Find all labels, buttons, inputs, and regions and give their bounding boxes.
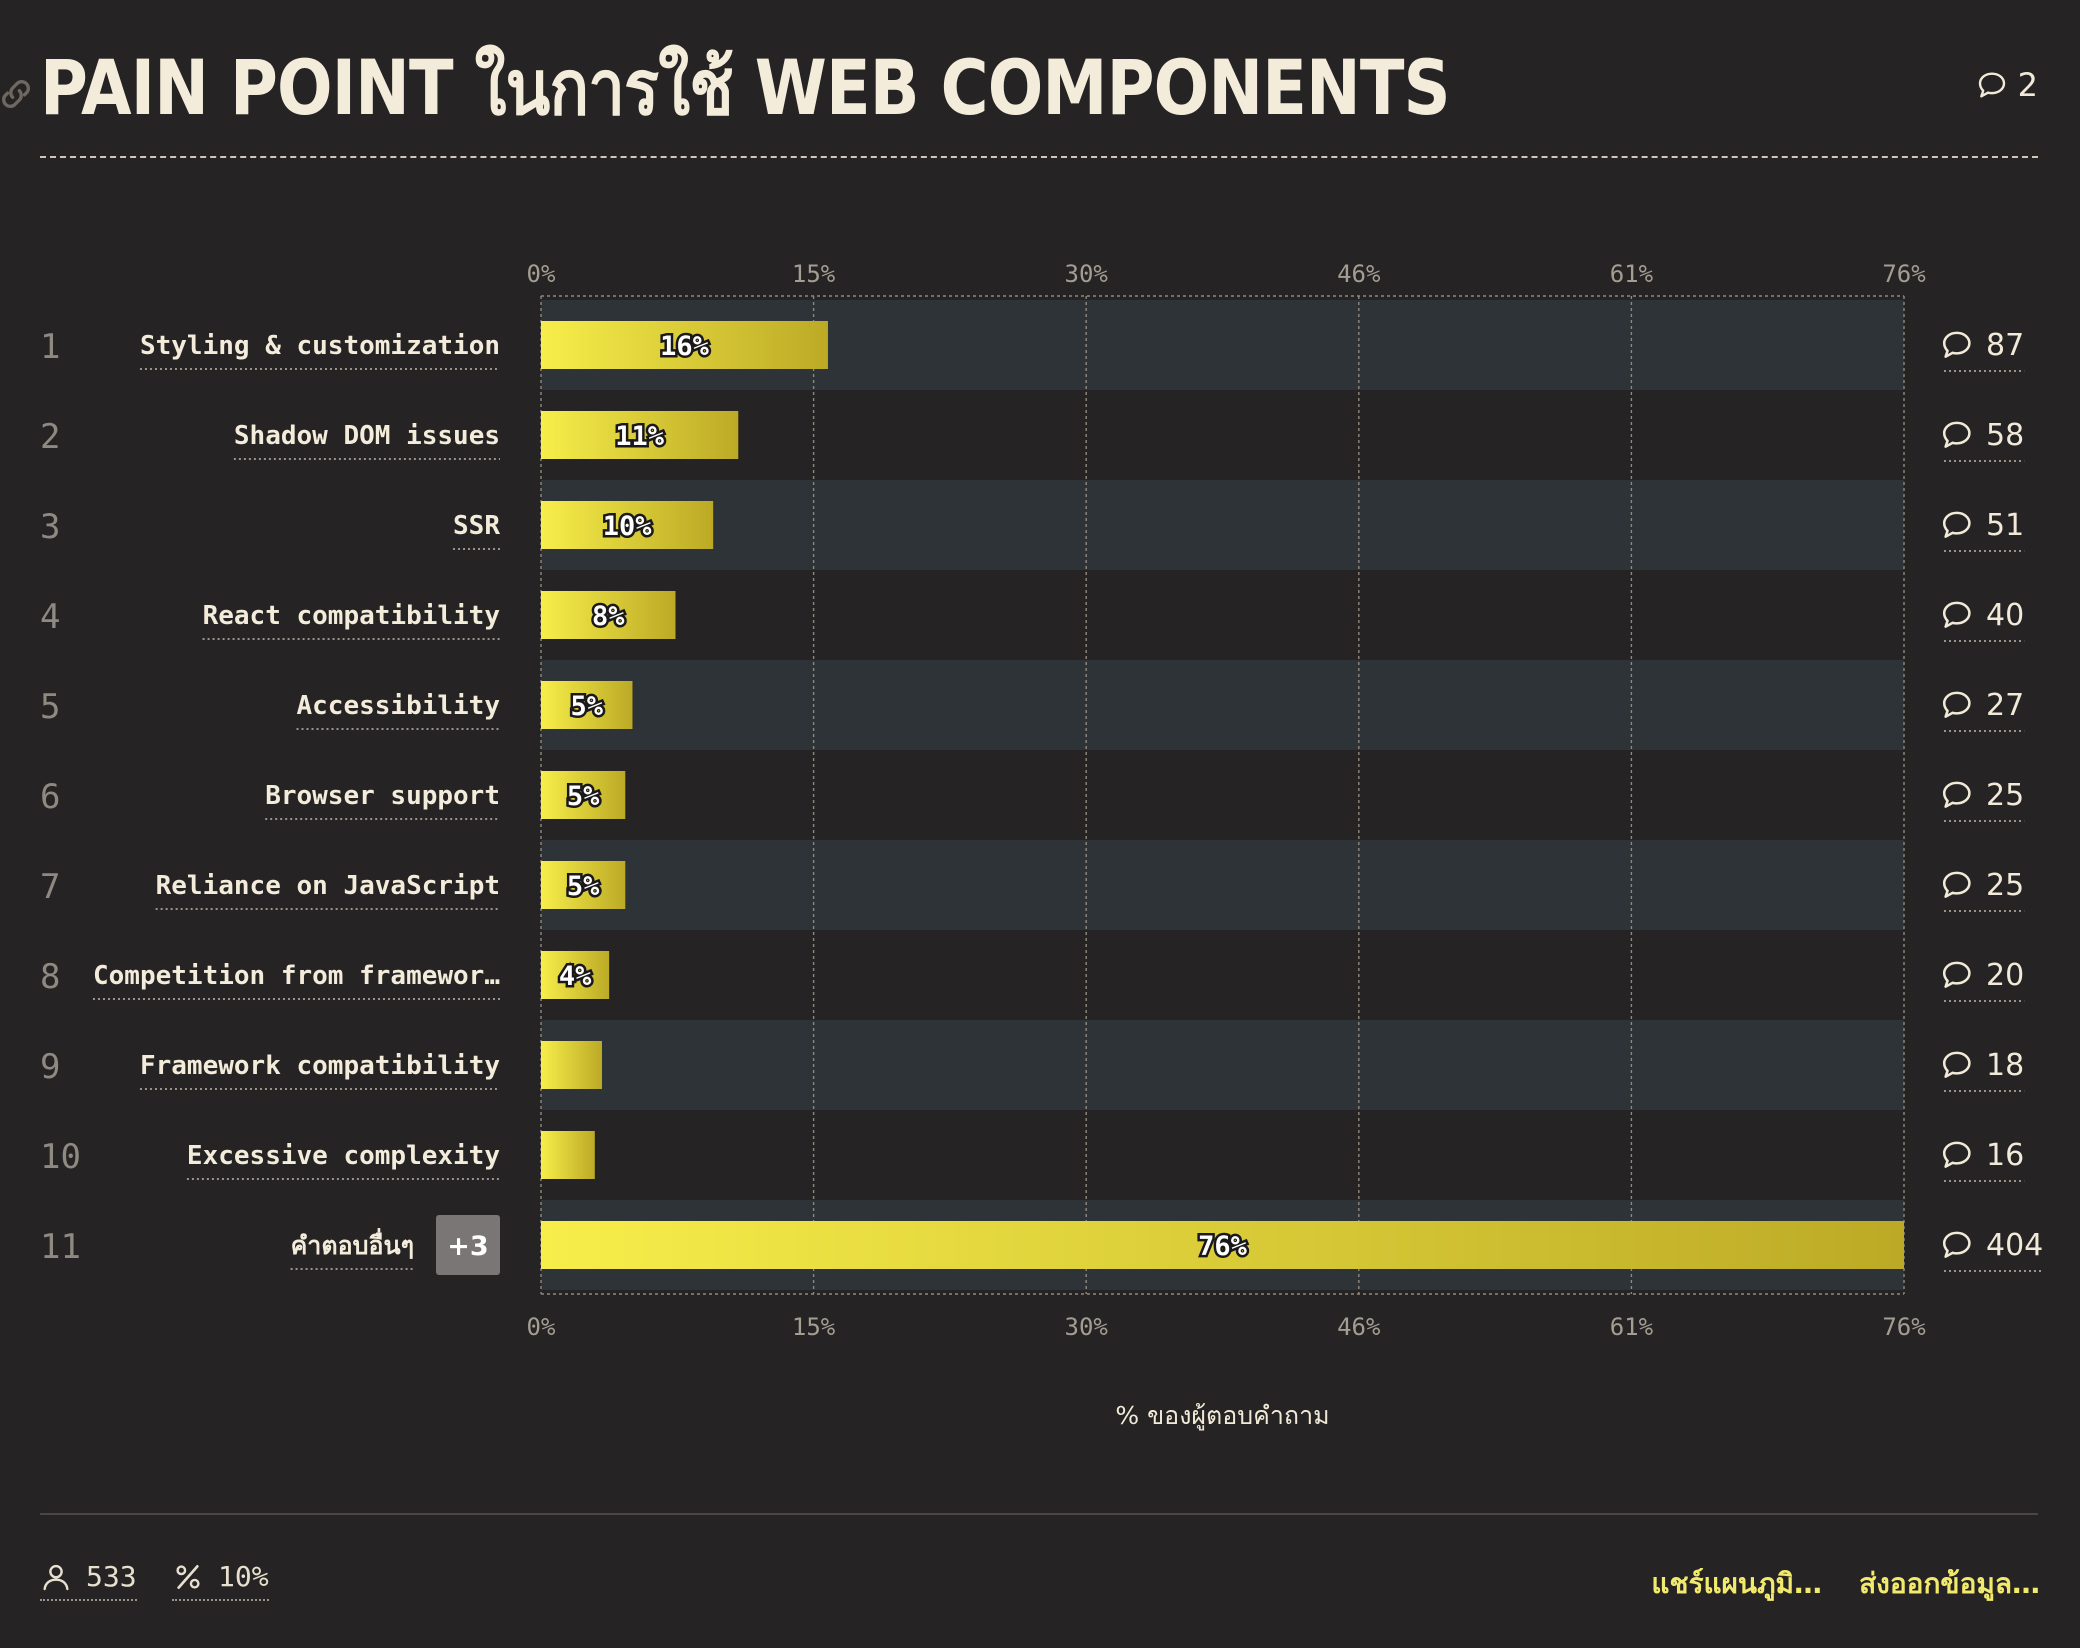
x-tick-label-bottom: 76% — [1882, 1313, 1926, 1341]
row-comment-count[interactable]: 25 — [1986, 778, 2024, 813]
chart-header: PAIN POINT ในการใช้ WEB COMPONENTS 2 — [2, 30, 2038, 158]
bar-value-label: 16% — [660, 331, 710, 362]
user-icon — [43, 1564, 69, 1590]
percentage-stat[interactable]: 10% — [172, 1560, 269, 1601]
row-label[interactable]: React compatibility — [203, 601, 500, 631]
row-rank: 8 — [40, 957, 60, 997]
row-label[interactable]: Accessibility — [297, 691, 501, 721]
row-background — [541, 660, 1904, 750]
comment-icon[interactable] — [1942, 511, 1971, 538]
x-tick-label-bottom: 30% — [1065, 1313, 1109, 1341]
bar-value-label: 11% — [615, 421, 665, 452]
bar-chart: 0%0%15%15%30%30%46%46%61%61%76%76% 16%11… — [40, 260, 2044, 1431]
bar-value-label: 5% — [570, 691, 603, 722]
row-comment-count[interactable]: 51 — [1986, 508, 2024, 543]
bar[interactable] — [541, 771, 626, 819]
row-rank: 7 — [40, 867, 60, 907]
comment-icon[interactable] — [1942, 1141, 1971, 1168]
row-rank: 2 — [40, 417, 60, 457]
comment-icon[interactable] — [1942, 1051, 1971, 1078]
row-comment-count[interactable]: 16 — [1986, 1138, 2024, 1173]
row-rank: 10 — [40, 1137, 81, 1177]
percentage-value: 10% — [218, 1560, 269, 1593]
row-background — [541, 840, 1904, 930]
row-label[interactable]: Styling & customization — [140, 331, 500, 361]
bar[interactable] — [541, 591, 676, 639]
x-tick-label-bottom: 15% — [792, 1313, 836, 1341]
bar[interactable] — [541, 951, 610, 999]
respondents-count: 533 — [86, 1560, 137, 1593]
row-label[interactable]: Shadow DOM issues — [234, 421, 500, 451]
x-tick-label-bottom: 46% — [1337, 1313, 1381, 1341]
row-rank: 9 — [40, 1047, 60, 1087]
row-comment-count[interactable]: 404 — [1986, 1228, 2043, 1263]
row-rank: 11 — [40, 1227, 81, 1267]
bar[interactable] — [541, 411, 739, 459]
bar-value-label: 8% — [592, 601, 625, 632]
bar-value-label: 4% — [559, 961, 592, 992]
comment-icon[interactable] — [1942, 781, 1971, 808]
x-axis-label: % ของผู้ตอบคำถาม — [1115, 1401, 1329, 1431]
x-tick-label-top: 61% — [1610, 260, 1654, 288]
row-comment-count[interactable]: 25 — [1986, 868, 2024, 903]
row-rank: 1 — [40, 327, 60, 367]
footer-divider — [40, 1513, 2038, 1515]
x-tick-label-top: 46% — [1337, 260, 1381, 288]
comment-icon[interactable] — [1942, 1231, 1971, 1258]
percent-icon — [176, 1564, 200, 1589]
comment-icon[interactable] — [1942, 331, 1971, 358]
bar[interactable] — [541, 1221, 1904, 1269]
row-label[interactable]: Framework compatibility — [140, 1051, 500, 1081]
share-chart-link[interactable]: แชร์แผนภูมิ… — [1651, 1567, 1822, 1600]
export-data-link[interactable]: ส่งออกข้อมูล… — [1859, 1567, 2040, 1600]
row-background — [541, 480, 1904, 570]
row-rank: 6 — [40, 777, 60, 817]
row-comment-count[interactable]: 40 — [1986, 598, 2024, 633]
row-label[interactable]: Browser support — [265, 781, 500, 811]
row-comment-count[interactable]: 20 — [1986, 958, 2024, 993]
bar[interactable] — [541, 501, 714, 549]
comment-icon[interactable] — [1942, 871, 1971, 898]
link-icon[interactable] — [0, 74, 36, 114]
x-tick-label-top: 0% — [527, 260, 556, 288]
x-tick-label-top: 76% — [1882, 260, 1926, 288]
comment-icon[interactable] — [1942, 961, 1971, 988]
comment-icon[interactable] — [1942, 691, 1971, 718]
more-options-badge[interactable] — [436, 1215, 500, 1275]
row-rank: 5 — [40, 687, 60, 727]
respondents-stat[interactable]: 533 — [40, 1560, 137, 1601]
row-label[interactable]: SSR — [453, 511, 500, 541]
bar[interactable] — [541, 861, 626, 909]
comment-icon[interactable] — [1942, 601, 1971, 628]
bar-value-label: 5% — [567, 871, 600, 902]
row-comment-count[interactable]: 58 — [1986, 418, 2024, 453]
bar-value-label: 10% — [603, 511, 653, 542]
page-title: PAIN POINT ในการใช้ WEB COMPONENTS — [40, 43, 1451, 132]
bar[interactable] — [541, 1041, 602, 1089]
row-label[interactable]: Competition from framewor… — [93, 961, 500, 991]
row-label[interactable]: คำตอบอื่นๆ — [291, 1228, 414, 1260]
comment-icon[interactable] — [1942, 421, 1971, 448]
header-comments-button[interactable]: 2 — [1976, 66, 2038, 104]
x-tick-label-bottom: 0% — [527, 1313, 556, 1341]
row-background — [541, 1020, 1904, 1110]
more-options-count: +3 — [447, 1231, 488, 1262]
header-comment-count: 2 — [2017, 66, 2038, 104]
row-comment-count[interactable]: 87 — [1986, 328, 2024, 363]
row-rank: 3 — [40, 507, 60, 547]
x-tick-label-bottom: 61% — [1610, 1313, 1654, 1341]
x-tick-label-top: 30% — [1065, 260, 1109, 288]
bar[interactable] — [541, 321, 828, 369]
bar[interactable] — [541, 681, 633, 729]
bar[interactable] — [541, 1131, 595, 1179]
bar-value-label: 5% — [567, 781, 600, 812]
bar-value-label: 76% — [1198, 1231, 1248, 1262]
row-label[interactable]: Reliance on JavaScript — [156, 871, 500, 901]
row-rank: 4 — [40, 597, 60, 637]
row-label[interactable]: Excessive complexity — [187, 1141, 500, 1171]
row-comment-count[interactable]: 18 — [1986, 1048, 2024, 1083]
x-tick-label-top: 15% — [792, 260, 836, 288]
row-comment-count[interactable]: 27 — [1986, 688, 2024, 723]
comment-icon — [1978, 72, 2005, 98]
